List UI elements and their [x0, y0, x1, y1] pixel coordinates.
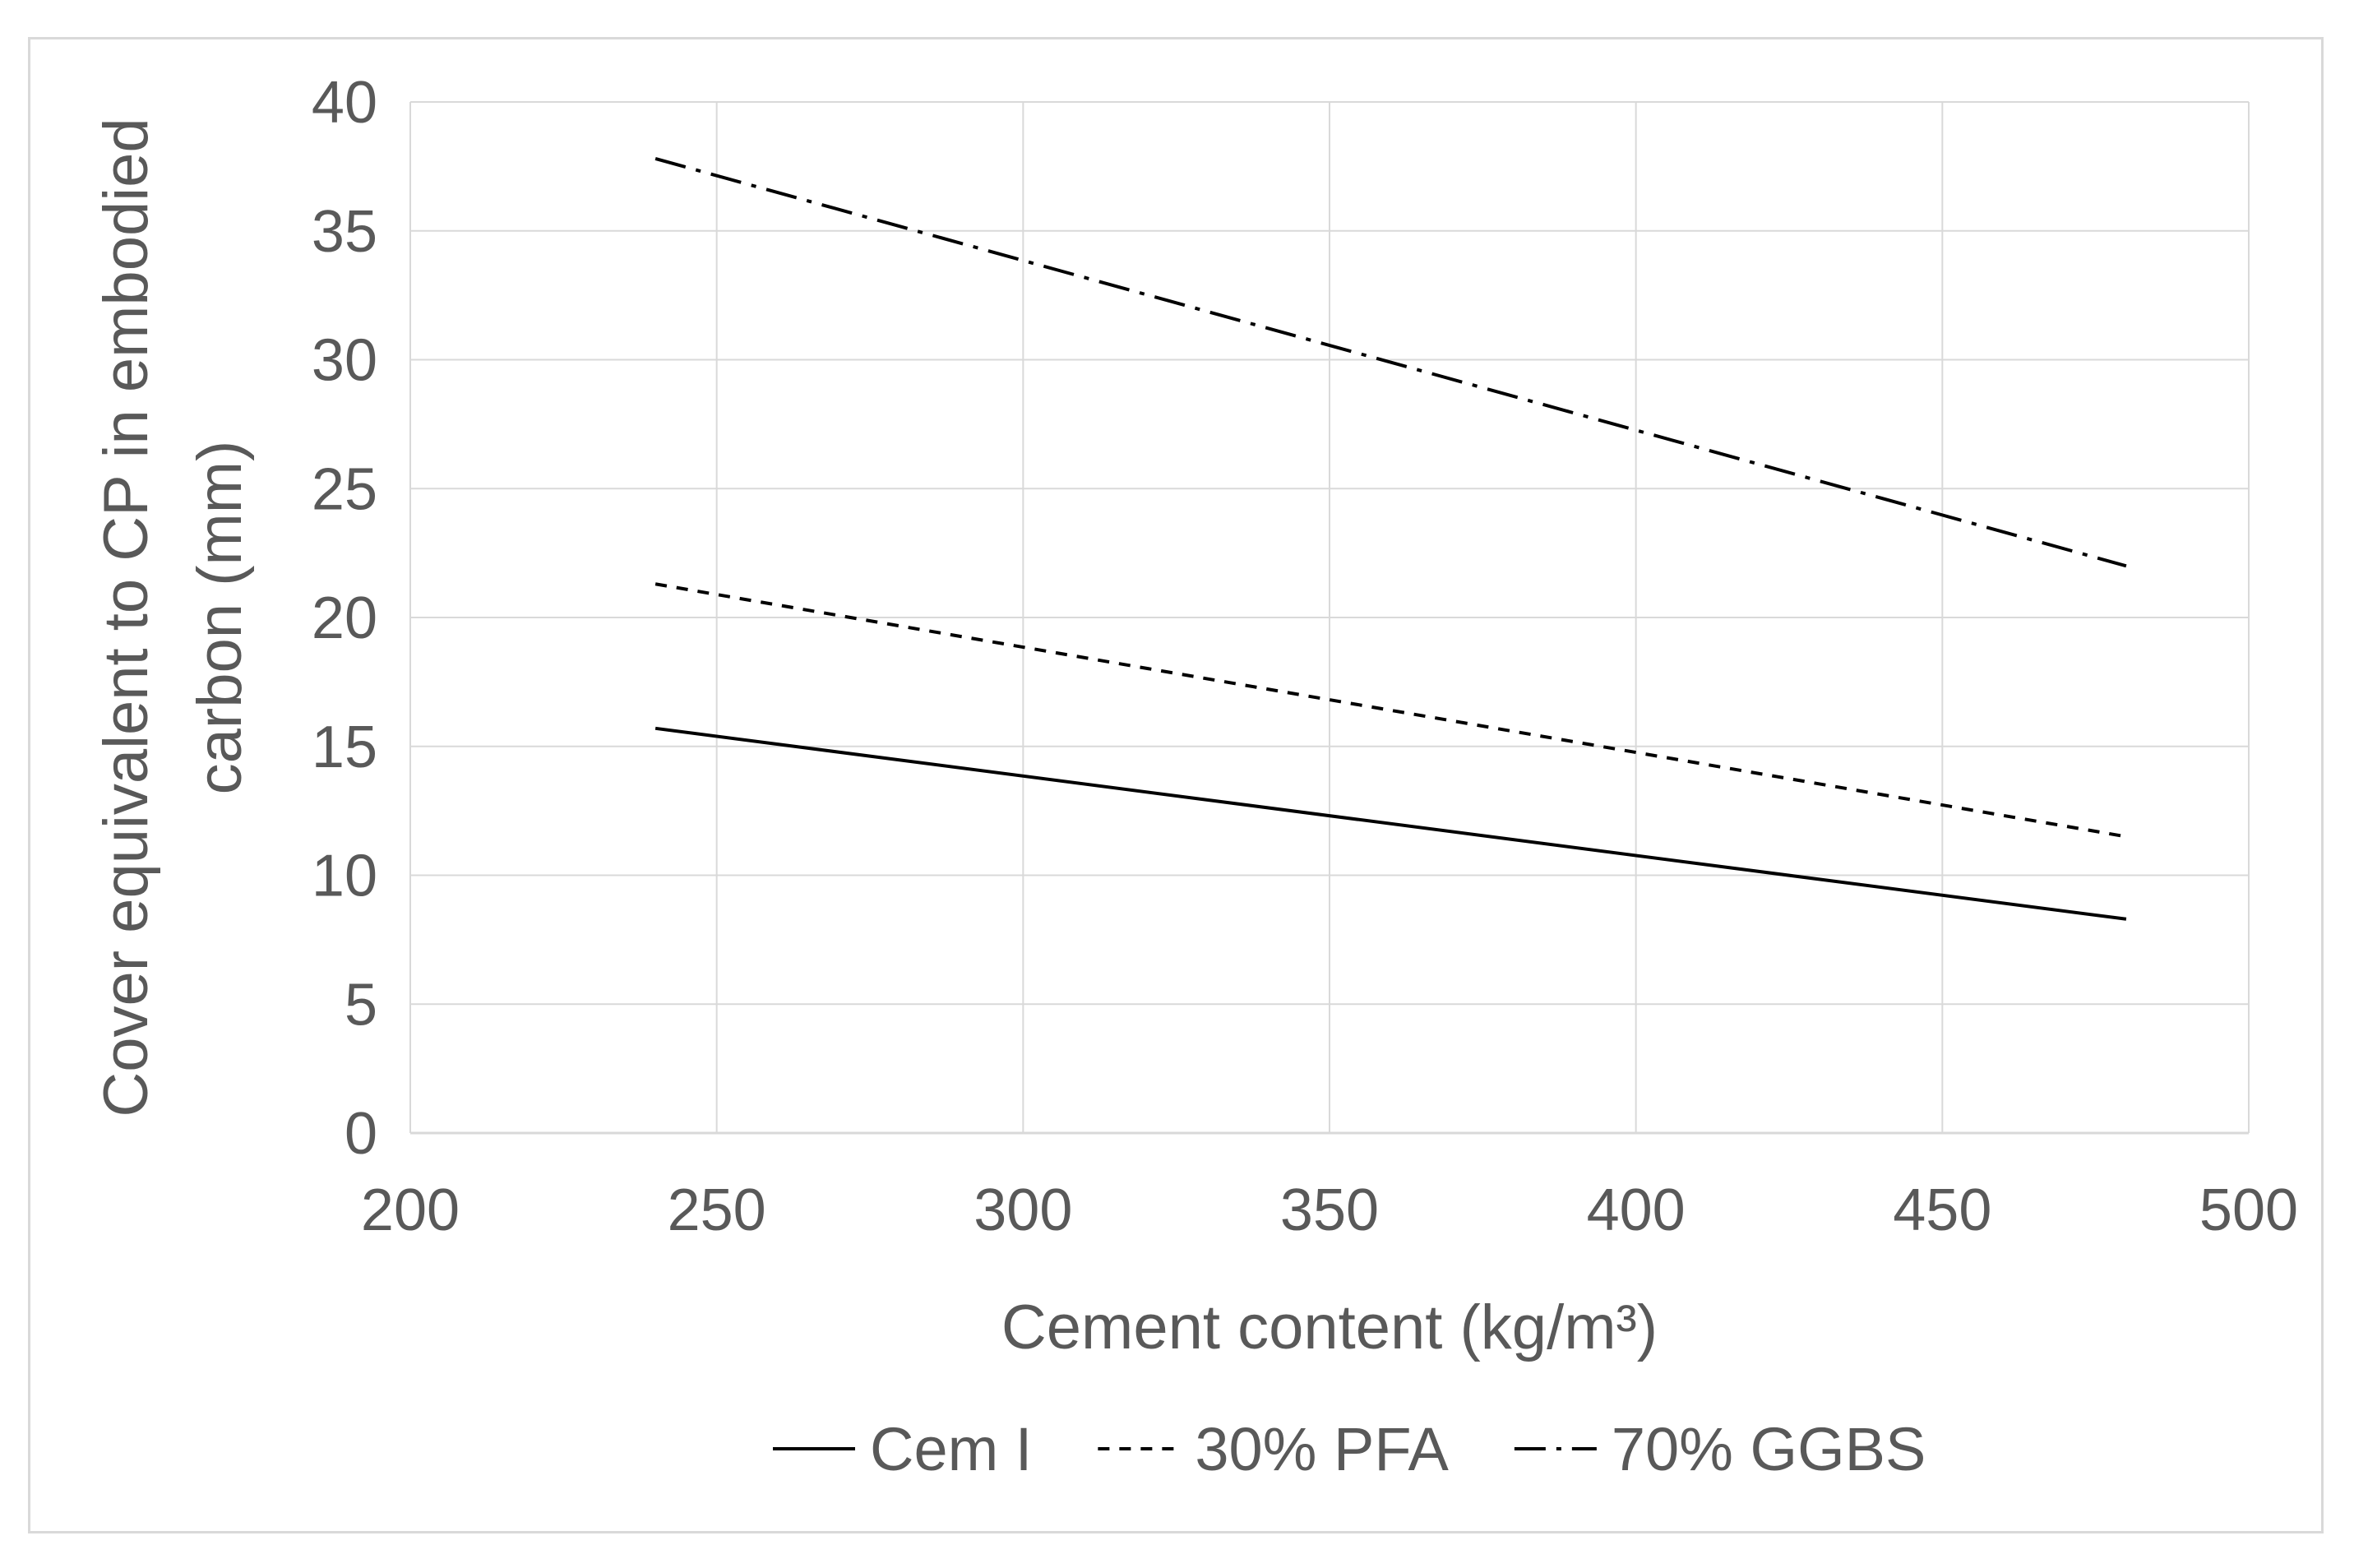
series-line-cem-i: [654, 726, 2127, 921]
y-tick-label-35: 35: [312, 199, 377, 265]
y-tick-label-25: 25: [312, 456, 377, 522]
y-tick-label-10: 10: [312, 844, 377, 909]
x-tick-label-450: 450: [1893, 1177, 1991, 1243]
y-tick-label-30: 30: [312, 328, 377, 394]
y-tick-label-15: 15: [312, 715, 377, 780]
x-tick-label-400: 400: [1587, 1177, 1686, 1243]
tick-labels: 0 5 10 15 20 25 30 35 40 200 250 300 350 400 450 500: [312, 70, 2298, 1243]
x-tick-label-300: 300: [974, 1177, 1072, 1243]
legend-label-70-ggbs: 70% GGBS: [1612, 1415, 1926, 1483]
y-tick-label-5: 5: [345, 972, 377, 1038]
x-tick-label-200: 200: [361, 1177, 460, 1243]
series-lines: [654, 157, 2127, 921]
gridlines: [409, 101, 2250, 1135]
x-axis-title: Cement content (kg/m³): [1001, 1293, 1658, 1362]
series-line-70-ggbs: [654, 157, 2127, 568]
y-tick-label-40: 40: [312, 70, 377, 136]
x-tick-label-350: 350: [1280, 1177, 1379, 1243]
series-line-30-pfa: [654, 582, 2127, 839]
line-chart: 0 5 10 15 20 25 30 35 40 200 250 300 350 400 450 500 Ce…: [91, 70, 2298, 1483]
chart-frame: 0 5 10 15 20 25 30 35 40 200 250 300 350 400 450 500 Ce…: [28, 37, 2324, 1533]
legend-label-30-pfa: 30% PFA: [1195, 1415, 1449, 1483]
legend-label-cem-i: Cem I: [870, 1415, 1032, 1483]
legend: Cem I 30% PFA 70% GGBS: [773, 1415, 1926, 1483]
x-tick-label-500: 500: [2199, 1177, 2298, 1243]
x-tick-label-250: 250: [668, 1177, 766, 1243]
y-axis-title-line-2: carbon (mm): [185, 441, 255, 795]
y-tick-label-0: 0: [345, 1101, 377, 1167]
y-axis-title-line-1: Cover equivalent to CP in embodied: [91, 118, 161, 1117]
y-tick-label-20: 20: [312, 585, 377, 651]
